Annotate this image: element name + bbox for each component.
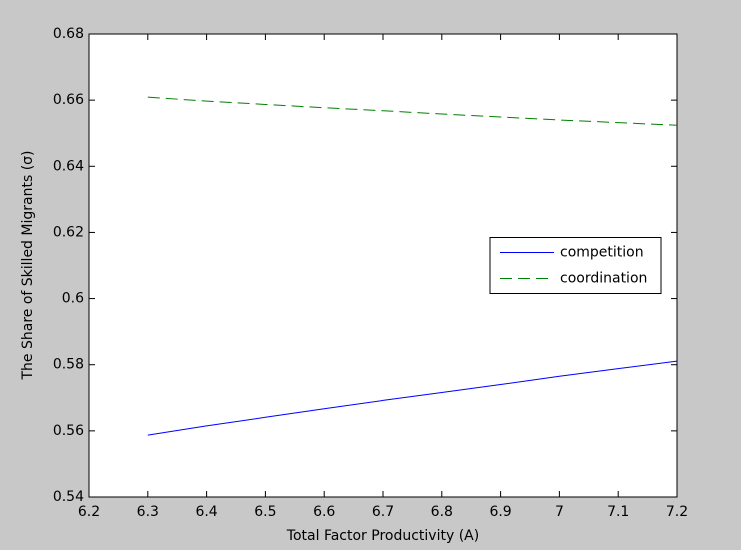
- legend-label: competition: [560, 245, 644, 261]
- x-tick-label: 7: [555, 504, 564, 520]
- y-axis-label: The Share of Skilled Migrants (σ): [20, 151, 36, 381]
- y-tick-label: 0.6: [62, 291, 84, 307]
- line-series: [147, 96, 678, 126]
- y-tick-label: 0.58: [53, 357, 84, 373]
- x-tick-label: 6.4: [195, 504, 217, 520]
- y-tick-label: 0.62: [53, 224, 84, 240]
- x-tick-label: 7.1: [607, 504, 629, 520]
- x-tick-label: 6.2: [78, 504, 100, 520]
- x-tick-label: 6.9: [489, 504, 511, 520]
- x-axis-label: Total Factor Productivity (A): [286, 528, 479, 544]
- legend-box: [489, 237, 662, 294]
- x-tick-label: 6.5: [254, 504, 276, 520]
- y-tick-label: 0.66: [53, 92, 84, 108]
- y-tick-label: 0.64: [53, 158, 84, 174]
- x-tick-label: 6.8: [431, 504, 453, 520]
- legend-label: coordination: [560, 271, 647, 287]
- x-tick-label: 6.7: [372, 504, 394, 520]
- x-tick-label: 7.2: [666, 504, 688, 520]
- y-tick-label: 0.54: [53, 489, 84, 505]
- x-tick-label: 6.3: [137, 504, 159, 520]
- line-series: [147, 360, 678, 436]
- y-tick-label: 0.68: [53, 26, 84, 42]
- x-tick-label: 6.6: [313, 504, 335, 520]
- y-tick-label: 0.56: [53, 423, 84, 439]
